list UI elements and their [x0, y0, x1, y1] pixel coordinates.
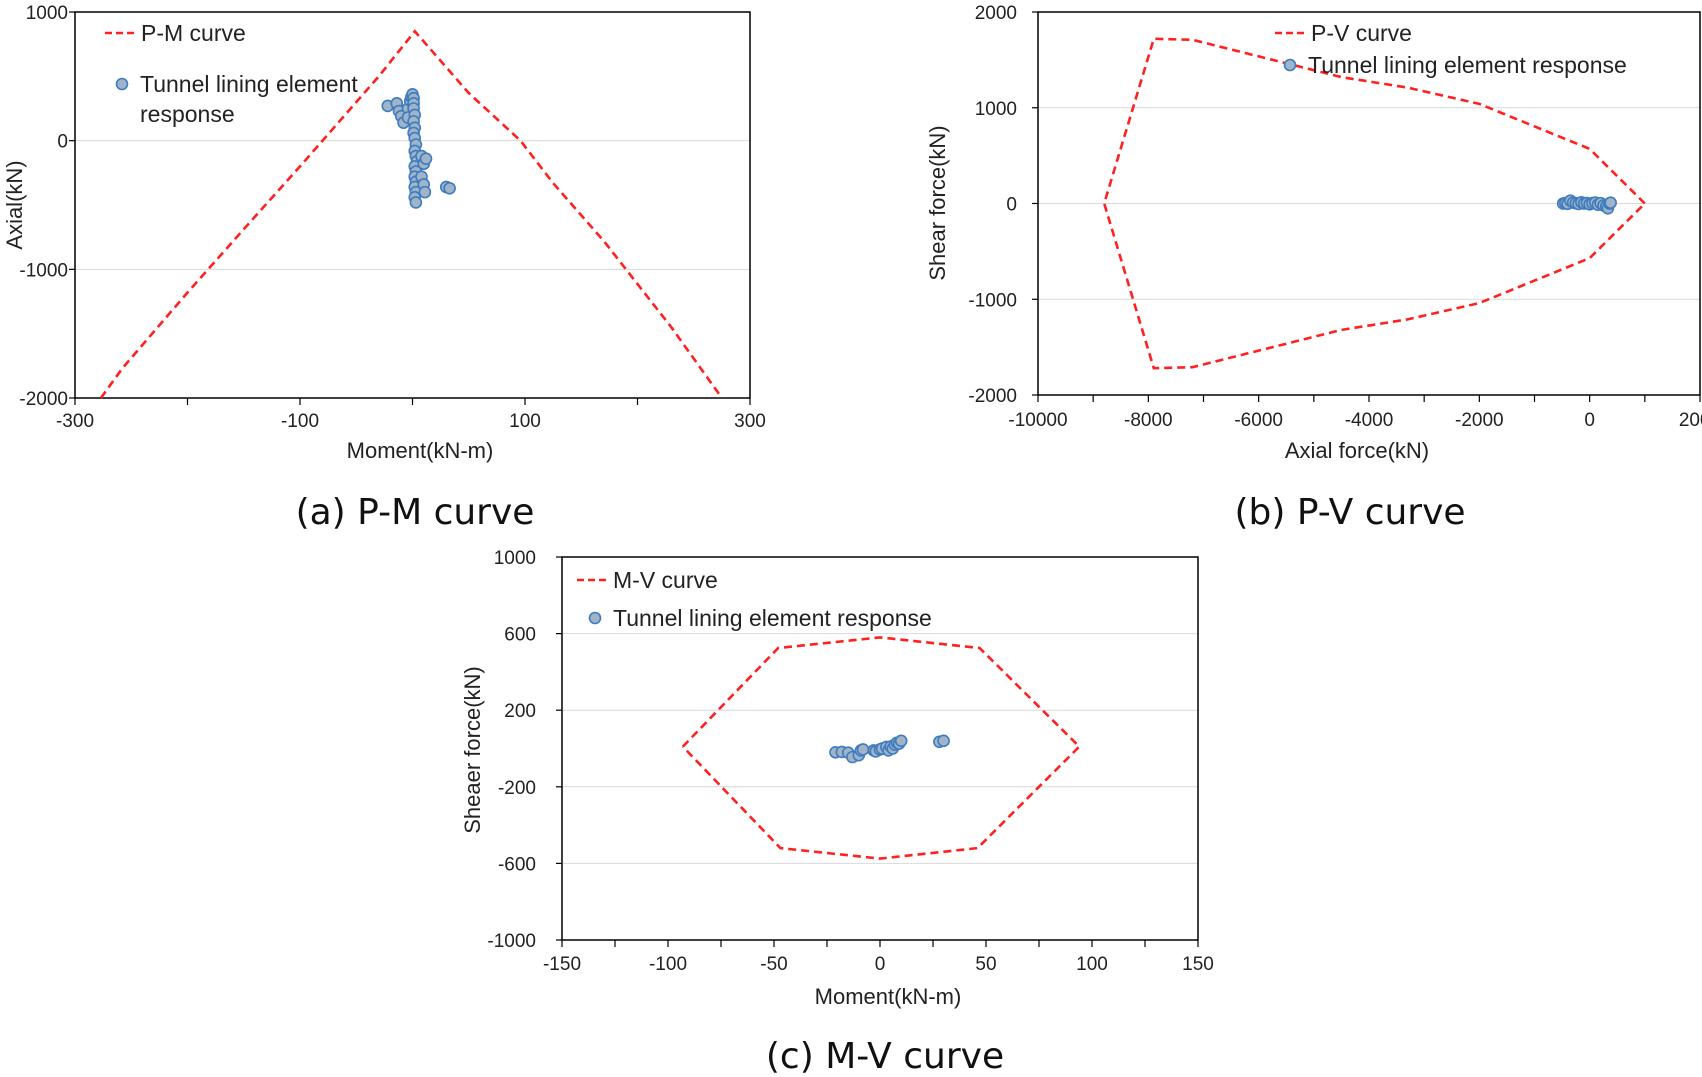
x-tick-label: -50: [760, 954, 787, 975]
response-point: [409, 196, 423, 209]
series-curve-line: [1102, 37, 1646, 370]
x-tick-label: -4000: [1345, 410, 1394, 431]
legend-label-response: Tunnel lining element response: [613, 605, 932, 631]
x-tick-label: 0: [1584, 410, 1595, 431]
legend-label-curve: P-V curve: [1311, 20, 1412, 46]
response-point: [443, 181, 456, 195]
x-tick-label: 50: [975, 954, 996, 975]
y-tick-label: 2000: [975, 3, 1017, 24]
legend-label-curve: P-M curve: [141, 20, 246, 46]
y-axis-title: Sheaer force(kN): [460, 666, 485, 834]
caption-pm: (a) P-M curve: [296, 492, 535, 533]
caption-mv: (c) M-V curve: [766, 1036, 1004, 1077]
y-tick-label: 0: [57, 132, 68, 153]
y-tick-label: -200: [498, 778, 536, 799]
y-tick-label: -1000: [968, 290, 1017, 311]
x-tick-label: -300: [56, 411, 94, 432]
y-tick-label: 200: [504, 701, 536, 722]
response-point: [1604, 196, 1617, 210]
series-curve-line: [681, 636, 1082, 860]
legend-label-curve: M-V curve: [613, 567, 718, 593]
x-tick-label: -100: [281, 411, 319, 432]
x-tick-label: -8000: [1124, 410, 1173, 431]
y-tick-label: 1000: [26, 3, 68, 24]
x-axis-title: Moment(kN-m): [815, 984, 962, 1009]
response-point: [894, 734, 908, 748]
response-point: [419, 152, 433, 165]
x-axis-title: Axial force(kN): [1285, 438, 1429, 463]
x-tick-label: 100: [1076, 954, 1108, 975]
x-tick-label: 150: [1182, 954, 1214, 975]
y-tick-label: -2000: [968, 386, 1017, 407]
y-axis-title: Shear force(kN): [925, 125, 950, 280]
y-tick-label: -1000: [19, 260, 68, 281]
x-tick-label: -150: [543, 954, 581, 975]
y-tick-label: 0: [1006, 195, 1017, 216]
y-tick-label: -1000: [487, 931, 536, 952]
response-point: [418, 185, 432, 199]
x-tick-label: -6000: [1234, 410, 1283, 431]
x-tick-label: 100: [509, 411, 541, 432]
legend-point-swatch: [588, 611, 602, 625]
x-tick-label: 300: [734, 411, 766, 432]
y-tick-label: 600: [504, 625, 536, 646]
chart-pv: -10000-8000-6000-4000-200002000-2000-100…: [925, 3, 1702, 463]
x-axis-title: Moment(kN-m): [347, 438, 494, 463]
x-tick-label: -100: [649, 954, 687, 975]
y-tick-label: -2000: [19, 389, 68, 410]
x-tick-label: -10000: [1008, 410, 1067, 431]
x-tick-label: -2000: [1455, 410, 1504, 431]
chart-mv: -150 -100 -50 0 50 100 150 -1000 -600 -200 200 600 1…: [460, 548, 1214, 1009]
y-tick-label: 1000: [975, 99, 1017, 120]
legend-point-swatch: [115, 77, 129, 91]
y-axis-title: Axial(kN): [2, 160, 27, 249]
legend-label-response: Tunnel lining element response: [1308, 52, 1627, 78]
chart-pm: -300 -100 100 300 -2000 -1000 0 1000 Moment(kN-m…: [2, 3, 766, 463]
caption-pv: (b) P-V curve: [1234, 492, 1465, 533]
x-tick-label: 0: [875, 954, 886, 975]
response-point: [937, 734, 950, 748]
response-point: [856, 743, 870, 756]
x-tick-label: 2000: [1679, 410, 1702, 431]
y-tick-label: -600: [498, 854, 536, 875]
y-tick-label: 1000: [494, 548, 536, 569]
legend-label-response: Tunnel lining element response: [140, 71, 358, 127]
legend-point-swatch: [1283, 58, 1297, 72]
